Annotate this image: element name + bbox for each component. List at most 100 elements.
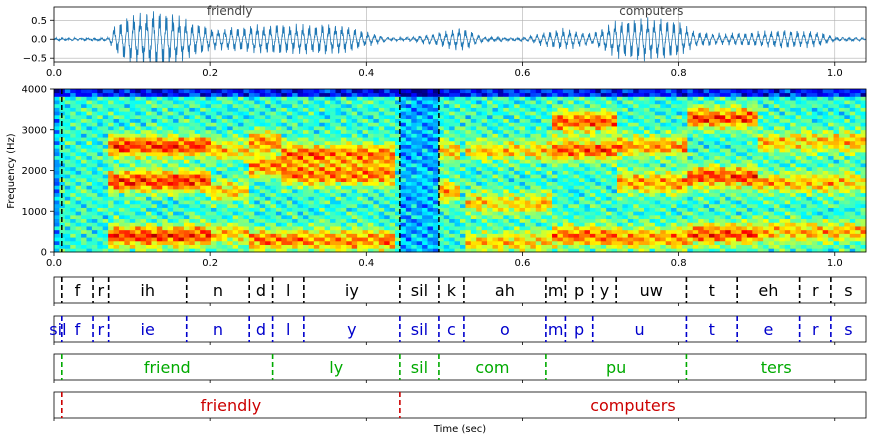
spectrogram-cell bbox=[557, 244, 564, 249]
spectrogram-cell bbox=[611, 111, 618, 116]
spectrogram-cell bbox=[200, 170, 206, 175]
spectrogram-cell bbox=[113, 218, 120, 223]
spectrogram-cell bbox=[644, 129, 650, 134]
spectrogram-cell bbox=[552, 233, 558, 238]
spectrogram-cell bbox=[340, 177, 347, 183]
spectrogram-cell bbox=[146, 118, 152, 123]
spectrogram-cell bbox=[194, 248, 201, 253]
spectrogram-cell bbox=[313, 233, 320, 238]
spectrogram-cell bbox=[86, 181, 93, 186]
spectrogram-cell bbox=[367, 214, 374, 220]
spectrogram-cell bbox=[270, 170, 277, 175]
spectrogram-cell bbox=[286, 140, 293, 145]
spectrogram-cell bbox=[319, 181, 326, 186]
spectrogram-cell bbox=[113, 103, 120, 108]
spectrogram-cell bbox=[243, 174, 250, 179]
spectrogram-cell bbox=[156, 129, 163, 134]
spectrogram-cell bbox=[243, 155, 250, 160]
spectrogram-cell bbox=[232, 114, 239, 120]
spectrogram-cell bbox=[616, 155, 623, 160]
spectrogram-cell bbox=[654, 196, 661, 201]
spectrogram-cell bbox=[427, 181, 434, 186]
spectrogram-cell bbox=[584, 129, 591, 134]
spectrogram-cell bbox=[595, 159, 602, 164]
spectrogram-cell bbox=[606, 96, 612, 101]
spectrogram-cell bbox=[330, 155, 336, 160]
spectrogram-cell bbox=[389, 144, 396, 149]
spectrogram-cell bbox=[411, 96, 418, 101]
spectrogram-cell bbox=[584, 240, 591, 245]
spectrogram-cell bbox=[644, 174, 650, 179]
spectrogram-cell bbox=[97, 129, 104, 134]
spectrogram-cell bbox=[194, 114, 201, 120]
spectrogram-cell bbox=[357, 163, 363, 168]
spectrogram-cell bbox=[216, 185, 223, 190]
spectrogram-cell bbox=[113, 151, 120, 157]
spectrogram-cell bbox=[173, 240, 179, 245]
spectrogram-cell bbox=[216, 129, 223, 134]
spectrogram-cell bbox=[422, 111, 428, 116]
spectrogram-cell bbox=[487, 203, 493, 208]
spectrogram-cell bbox=[86, 126, 93, 131]
spectrogram-cell bbox=[297, 192, 304, 197]
spectrogram-cell bbox=[579, 92, 585, 97]
spectrogram-cell bbox=[232, 89, 239, 94]
spectrogram-cell bbox=[595, 129, 602, 134]
spectrogram-cell bbox=[481, 211, 488, 216]
spectrogram-cell bbox=[432, 96, 439, 101]
spectrogram-cell bbox=[395, 192, 401, 197]
spectrogram-cell bbox=[378, 155, 385, 160]
spectrogram-cell bbox=[535, 181, 542, 186]
spectrogram-cell bbox=[660, 226, 667, 231]
spectrogram-cell bbox=[362, 189, 369, 194]
spectrogram-cell bbox=[481, 107, 488, 112]
spectrogram-cell bbox=[216, 214, 223, 220]
spectrogram-cell bbox=[346, 155, 353, 160]
spectrogram-cell bbox=[644, 155, 650, 160]
spectrogram-cell bbox=[644, 248, 650, 253]
spectrogram-cell bbox=[86, 92, 93, 97]
spectrogram-cell bbox=[378, 244, 385, 249]
spectrogram-cell bbox=[481, 144, 488, 149]
spectrogram-cell bbox=[470, 185, 477, 190]
spectrogram-cell bbox=[227, 196, 234, 201]
spectrogram-cell bbox=[205, 192, 212, 197]
spectrogram-cell bbox=[303, 185, 309, 190]
spectrogram-cell bbox=[552, 240, 558, 245]
spectrogram-cell bbox=[189, 155, 196, 160]
spectrogram-cell bbox=[395, 155, 401, 160]
spectrogram-cell bbox=[248, 196, 255, 201]
spectrogram-cell bbox=[552, 111, 558, 116]
spectrogram-cell bbox=[81, 233, 87, 238]
spectrogram-cell bbox=[351, 177, 358, 183]
spectrogram-cell bbox=[562, 200, 569, 205]
spectrogram-cell bbox=[541, 89, 548, 94]
spectrogram-cell bbox=[227, 244, 234, 249]
spectrogram-cell bbox=[97, 222, 104, 227]
spectrogram-cell bbox=[303, 103, 309, 108]
spectrogram-cell bbox=[108, 89, 114, 94]
spectrogram-cell bbox=[156, 244, 163, 249]
spectrogram-cell bbox=[644, 126, 650, 131]
spectrogram-cell bbox=[644, 203, 650, 208]
spectrogram-cell bbox=[346, 122, 353, 127]
spectrogram-cell bbox=[265, 214, 271, 220]
spectrogram-cell bbox=[346, 166, 353, 171]
spectrogram-cell bbox=[362, 92, 369, 97]
spectrogram-cell bbox=[589, 226, 596, 231]
spectrogram-cell bbox=[497, 155, 504, 160]
spectrogram-cell bbox=[243, 200, 250, 205]
spectrogram-cell bbox=[346, 222, 353, 227]
spectrogram-cell bbox=[481, 174, 488, 179]
spectrogram-cell bbox=[470, 233, 477, 238]
spectrogram-cell bbox=[633, 122, 640, 127]
spectrogram-cell bbox=[492, 151, 499, 157]
spectrogram-cell bbox=[91, 229, 98, 234]
spectrogram-cell bbox=[546, 222, 553, 227]
spectrogram-cell bbox=[411, 177, 418, 183]
spectrogram-cell bbox=[232, 163, 239, 168]
spectrogram-cell bbox=[546, 100, 553, 105]
spectrogram-cell bbox=[194, 196, 201, 201]
spectrogram-cell bbox=[552, 151, 558, 157]
spectrogram-cell bbox=[216, 244, 223, 249]
